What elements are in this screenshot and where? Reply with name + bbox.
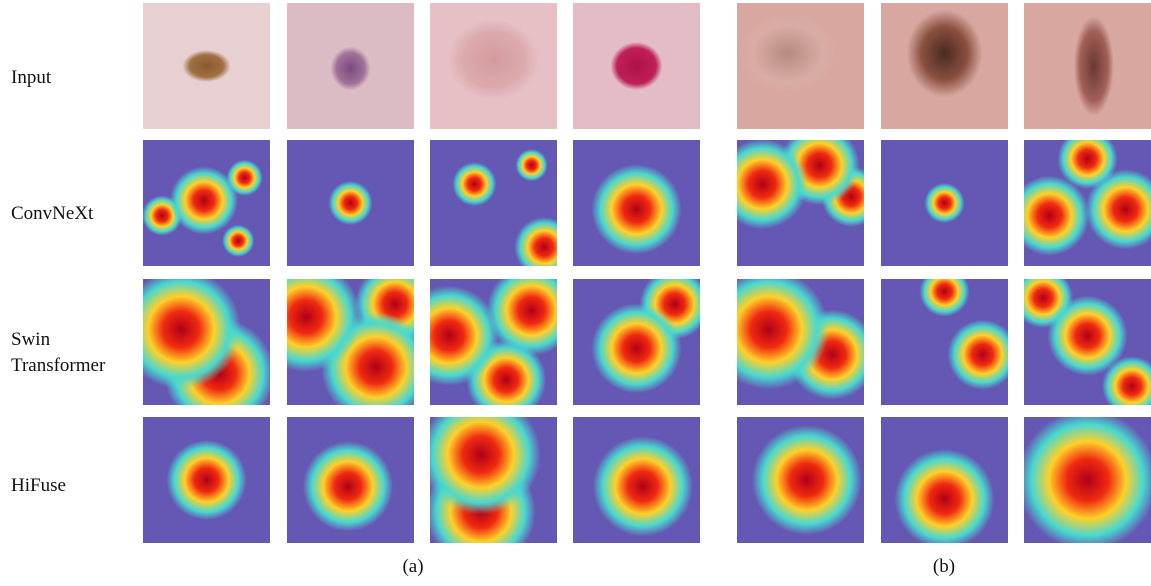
panel-label: (b) (914, 556, 974, 578)
image-tile (143, 140, 270, 266)
image-tile (1024, 279, 1151, 405)
image-tile (573, 417, 700, 543)
image-tile (881, 140, 1008, 266)
image-tile (573, 140, 700, 266)
image-tile (737, 417, 864, 543)
image-tile (430, 279, 557, 405)
image-tile (881, 417, 1008, 543)
row-label: Swin Transformer (11, 327, 126, 379)
image-tile (881, 279, 1008, 405)
row-label: ConvNeXt (11, 201, 129, 227)
row-label: HiFuse (11, 473, 129, 499)
image-tile (737, 3, 864, 129)
row-label: Input (11, 65, 129, 91)
image-tile (573, 279, 700, 405)
image-tile (881, 3, 1008, 129)
image-tile (430, 140, 557, 266)
image-tile (287, 279, 414, 405)
image-tile (737, 140, 864, 266)
image-tile (1024, 140, 1151, 266)
image-tile (1024, 417, 1151, 543)
image-tile (430, 417, 557, 543)
panel-label: (a) (383, 556, 443, 578)
image-tile (143, 417, 270, 543)
image-tile (573, 3, 700, 129)
image-tile (143, 279, 270, 405)
image-tile (143, 3, 270, 129)
figure: Input ConvNeXt Swin Transformer HiFuse (… (0, 0, 1151, 586)
image-tile (737, 279, 864, 405)
image-tile (287, 417, 414, 543)
image-tile (287, 140, 414, 266)
image-tile (1024, 3, 1151, 129)
image-tile (430, 3, 557, 129)
image-tile (287, 3, 414, 129)
